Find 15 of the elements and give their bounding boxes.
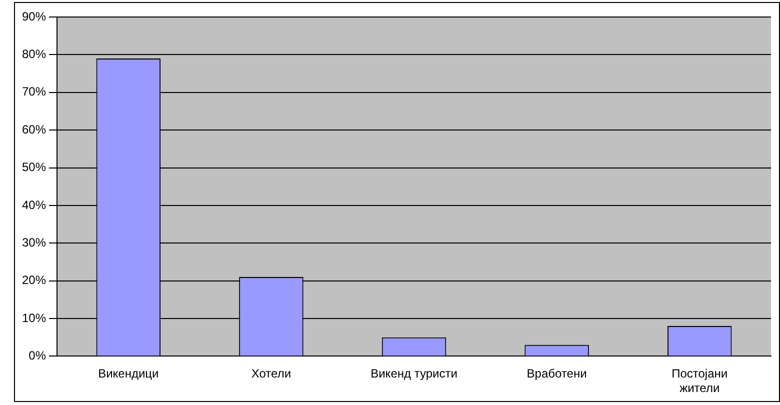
x-tick-label: Викендици [98,366,159,381]
x-tick-label: Хотели [251,366,292,381]
y-tick-label: 90% [22,9,46,24]
x-tick-label: Вработени [526,366,587,381]
y-tick-label: 20% [22,273,46,288]
y-tick-label: 40% [22,198,46,212]
y-tick-label: 60% [22,122,46,136]
x-tick-label: Викенд туристи [370,366,458,381]
y-tick-label: 30% [22,235,46,250]
y-tick-label: 50% [22,160,46,174]
x-tick-label: Постојани жители [672,366,728,396]
y-tick-label: 0% [28,348,46,363]
y-tick-label: 80% [22,47,46,61]
y-tick-label: 70% [22,84,46,99]
y-tick-label: 10% [22,310,46,325]
